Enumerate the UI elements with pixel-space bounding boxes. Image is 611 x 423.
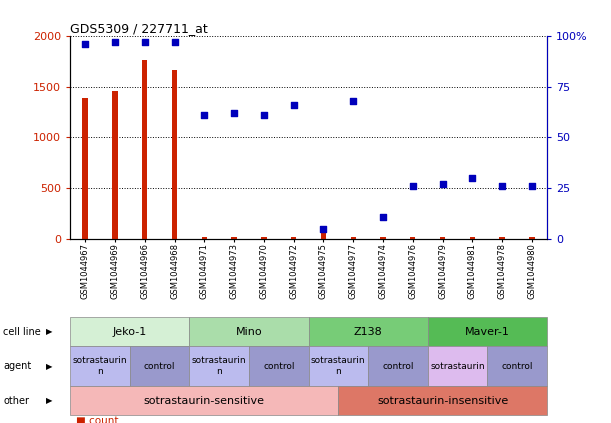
Bar	[529, 237, 535, 239]
Bar	[470, 237, 475, 239]
Text: GDS5309 / 227711_at: GDS5309 / 227711_at	[70, 22, 208, 35]
Point	[467, 175, 477, 181]
Text: sotrastaurin
n: sotrastaurin n	[192, 357, 246, 376]
Text: sotrastaurin
n: sotrastaurin n	[311, 357, 365, 376]
Text: Mino: Mino	[236, 327, 262, 337]
Point	[259, 112, 269, 118]
Text: other: other	[3, 396, 29, 406]
Bar	[440, 237, 445, 239]
Bar	[82, 98, 88, 239]
Bar	[202, 237, 207, 239]
Bar	[410, 237, 415, 239]
Text: ▶: ▶	[46, 362, 52, 371]
Text: sotrastaurin
n: sotrastaurin n	[73, 357, 127, 376]
Bar	[499, 237, 505, 239]
Text: agent: agent	[3, 361, 31, 371]
Text: ▶: ▶	[46, 396, 52, 405]
Point	[229, 110, 239, 116]
Text: Z138: Z138	[354, 327, 382, 337]
Text: control: control	[144, 362, 175, 371]
Text: control: control	[382, 362, 414, 371]
Point	[80, 41, 90, 47]
Text: control: control	[263, 362, 295, 371]
Point	[348, 98, 358, 104]
Text: sotrastaurin-sensitive: sotrastaurin-sensitive	[144, 396, 265, 406]
Point	[199, 112, 209, 118]
Bar	[321, 230, 326, 239]
Point	[378, 213, 388, 220]
Bar	[351, 237, 356, 239]
Text: ■ count: ■ count	[76, 416, 119, 423]
Point	[318, 225, 328, 232]
Text: Jeko-1: Jeko-1	[112, 327, 147, 337]
Bar	[172, 71, 177, 239]
Bar	[232, 237, 237, 239]
Bar	[261, 237, 266, 239]
Bar	[142, 60, 147, 239]
Point	[110, 38, 120, 45]
Point	[408, 183, 418, 190]
Text: cell line: cell line	[3, 327, 41, 337]
Bar	[112, 91, 118, 239]
Point	[437, 181, 447, 187]
Point	[170, 38, 180, 45]
Bar	[291, 237, 296, 239]
Text: ▶: ▶	[46, 327, 52, 336]
Point	[289, 102, 299, 108]
Point	[140, 38, 150, 45]
Text: Maver-1: Maver-1	[465, 327, 510, 337]
Point	[497, 183, 507, 190]
Text: sotrastaurin-insensitive: sotrastaurin-insensitive	[377, 396, 508, 406]
Point	[527, 183, 537, 190]
Bar	[380, 237, 386, 239]
Text: sotrastaurin: sotrastaurin	[430, 362, 485, 371]
Text: control: control	[501, 362, 533, 371]
